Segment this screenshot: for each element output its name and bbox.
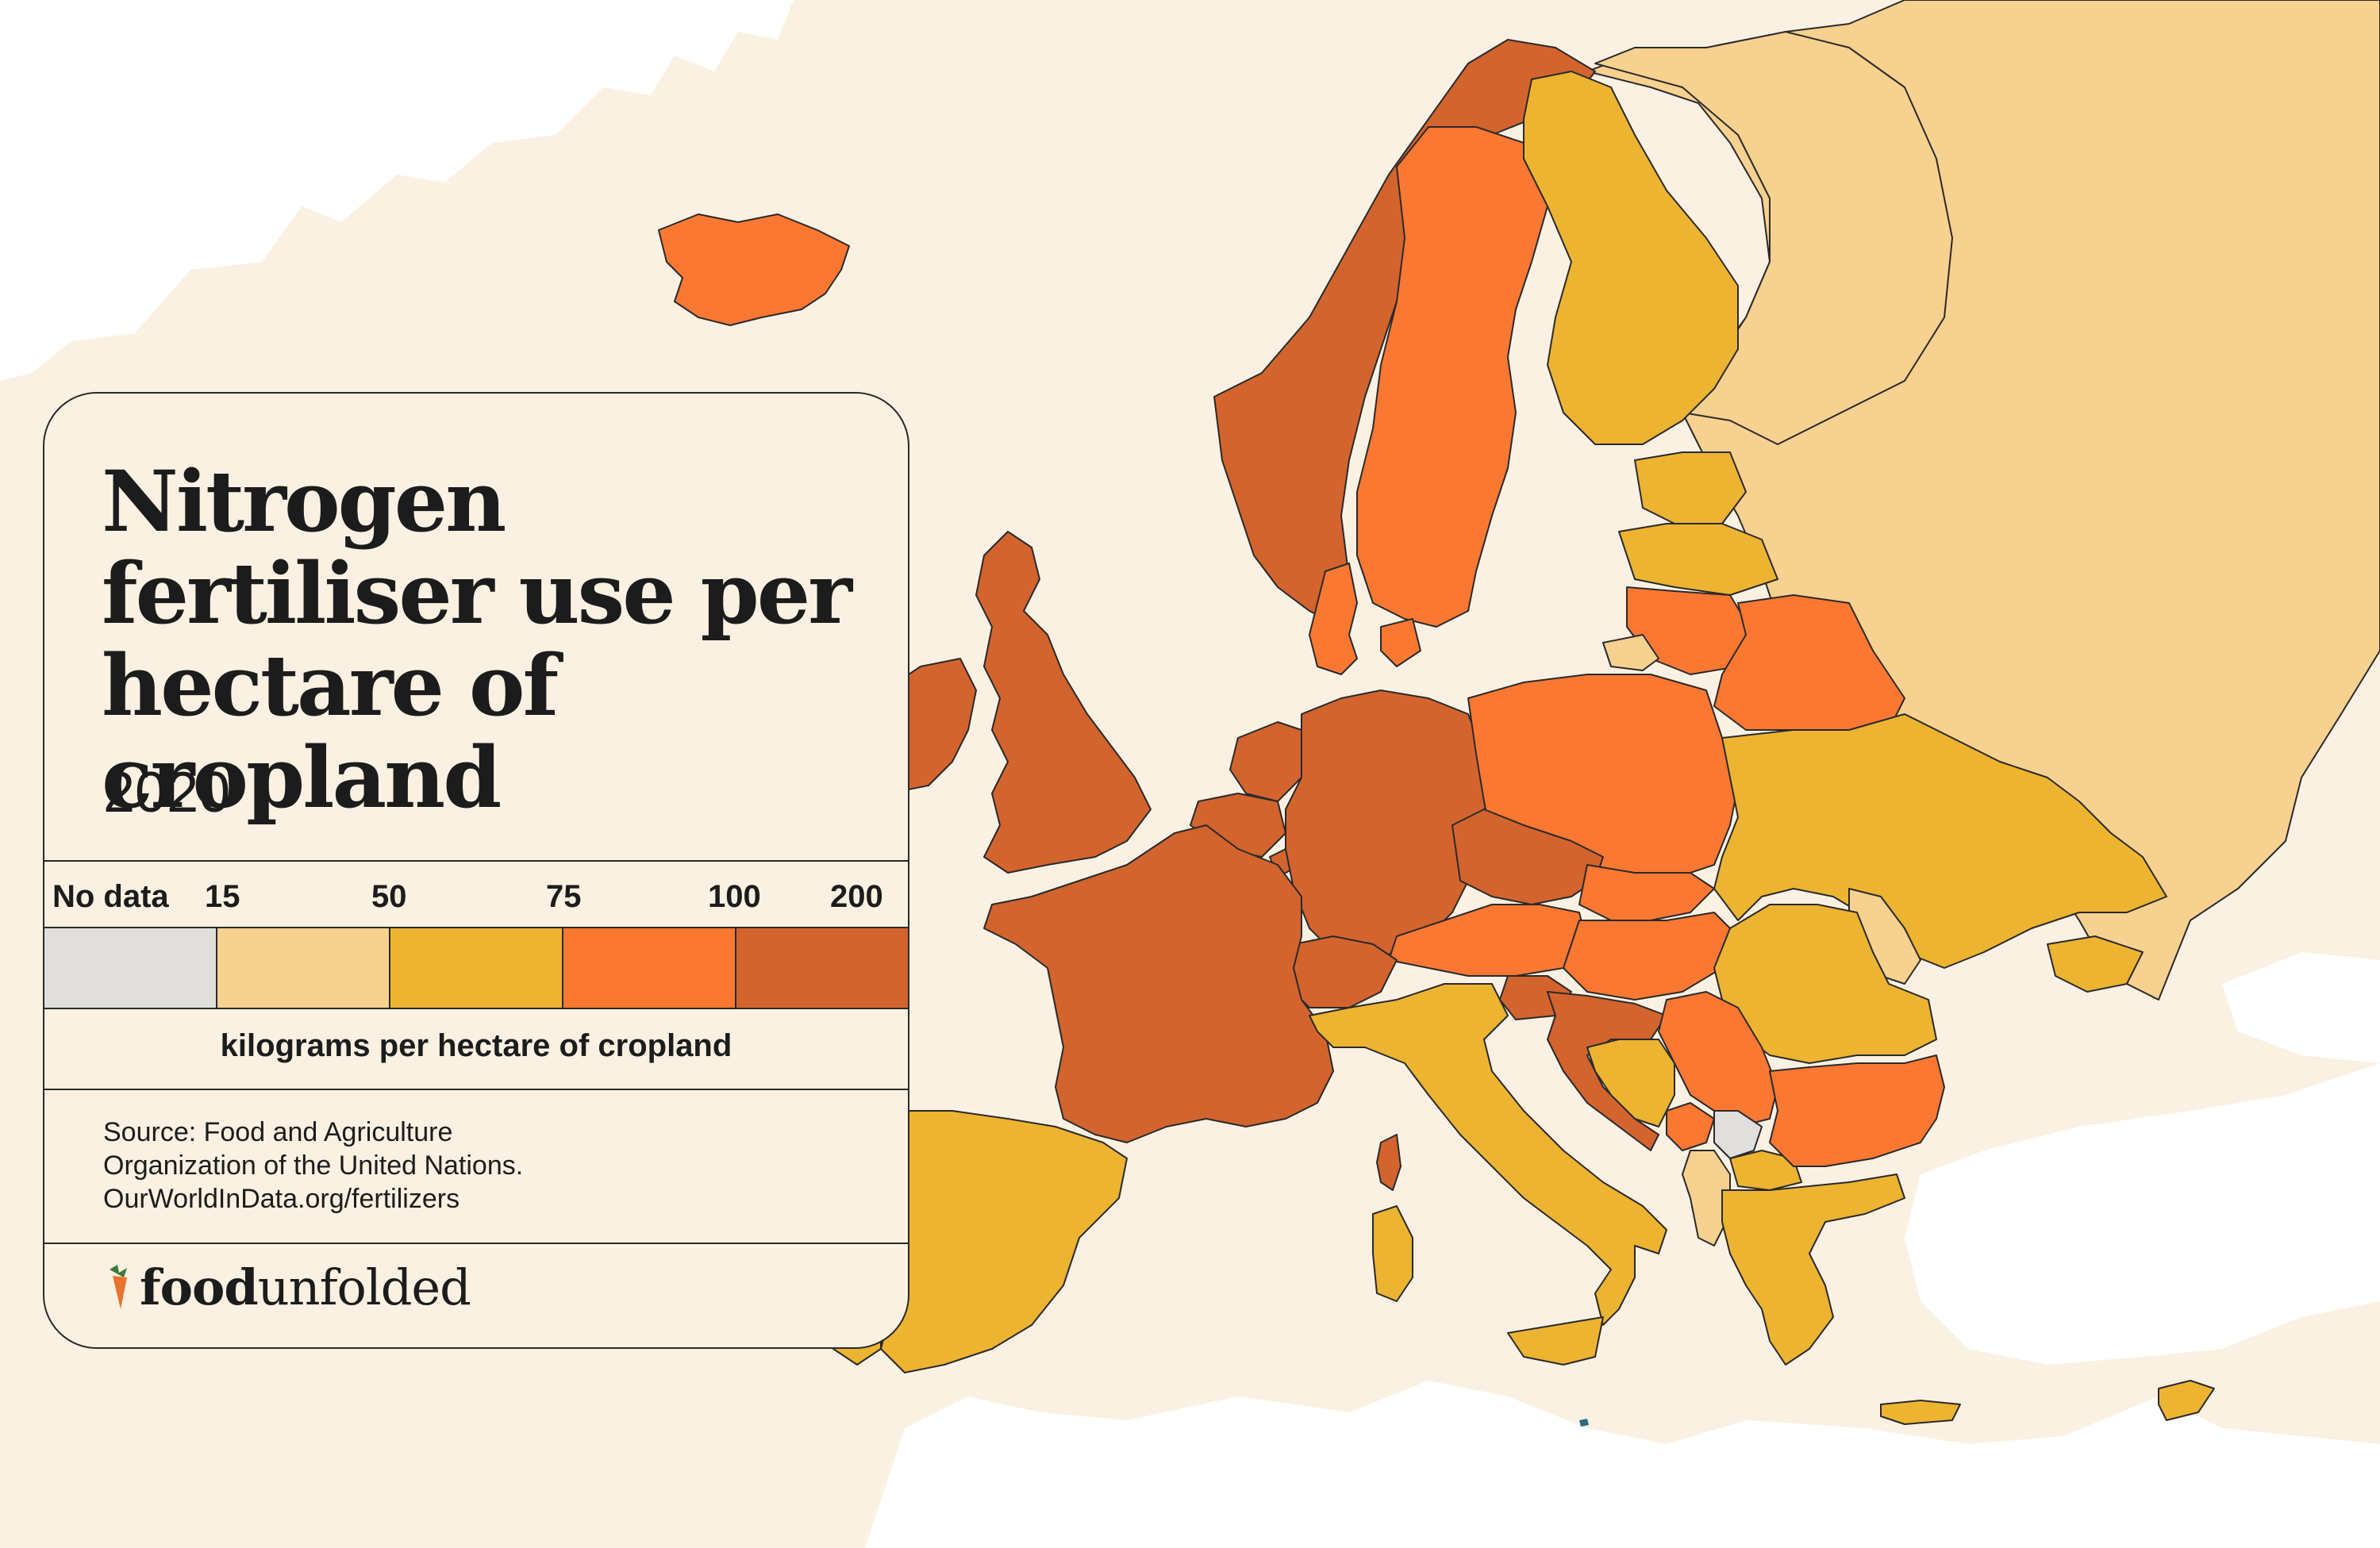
hungary [1563, 912, 1739, 1001]
greece [1721, 1173, 1905, 1366]
legend-tick-15: 15 [205, 879, 240, 914]
brand-name-light: unfolded [257, 1258, 471, 1316]
corsica [1376, 1134, 1401, 1191]
bulgaria [1769, 1054, 1945, 1167]
brand-logo: food unfolded [103, 1255, 471, 1319]
carrot-icon [110, 1265, 127, 1309]
source-note: Source: Food and Agriculture Organizatio… [103, 1116, 523, 1216]
crete [1880, 1400, 1961, 1425]
legend-tick-50: 50 [371, 879, 407, 914]
montenegro [1666, 1102, 1715, 1151]
map-title: Nitrogen fertiliser use per hectare of c… [102, 451, 852, 827]
legend-tick-200: 200 [830, 879, 883, 914]
crimea [2047, 935, 2144, 993]
legend-tick-75: 75 [546, 879, 582, 914]
italy [1309, 983, 1667, 1326]
legend-rule-swatch-bottom [44, 1008, 908, 1009]
north-africa-land [865, 1381, 2380, 1548]
legend-tick-100: 100 [708, 879, 761, 914]
kosovo [1713, 1110, 1763, 1159]
legend-rule-brand-top [44, 1243, 908, 1244]
slovakia [1578, 864, 1715, 921]
legend-swatch-100-200 [736, 928, 908, 1008]
legend-rule-swatch-top [44, 927, 908, 928]
turkey-land [1905, 1063, 2380, 1365]
united-kingdom [975, 531, 1152, 874]
legend-rule-source-top [44, 1089, 908, 1090]
denmark [1309, 563, 1358, 675]
iceland [658, 213, 850, 326]
brand-name-bold: food [140, 1258, 259, 1316]
latvia [1618, 523, 1778, 596]
legend-swatch-15-50 [217, 928, 390, 1008]
kaliningrad [1602, 634, 1659, 671]
legend-swatch-50-75 [390, 928, 563, 1008]
malta-marker [1579, 1419, 1589, 1427]
sardinia [1372, 1205, 1413, 1302]
legend-unit-label: kilograms per hectare of cropland [220, 1028, 732, 1063]
estonia [1634, 451, 1747, 524]
map-subtitle-year: 2020 [103, 761, 231, 824]
legend-swatch-75-100 [563, 928, 736, 1008]
albania [1682, 1150, 1731, 1246]
ukraine [1713, 713, 2167, 969]
source-line: OurWorldInData.org/fertilizers [103, 1184, 460, 1214]
netherlands [1229, 721, 1302, 802]
sicily [1507, 1316, 1604, 1366]
north-macedonia [1729, 1150, 1802, 1191]
legend-card: Nitrogen fertiliser use per hectare of c… [43, 392, 909, 1349]
caucasus-land [2222, 952, 2380, 1063]
finland [1523, 71, 1739, 445]
legend-rule-top [44, 860, 908, 862]
legend-tick-no-data: No data [52, 879, 169, 914]
cyprus [2158, 1380, 2215, 1421]
denmark-islands [1380, 618, 1421, 667]
russia-north [1594, 31, 1953, 445]
source-line: Organization of the United Nations. [103, 1150, 524, 1181]
france [983, 824, 1334, 1143]
greenland-land [0, 0, 794, 381]
source-line: Source: Food and Agriculture [103, 1117, 453, 1147]
legend-swatch-no-data [44, 928, 217, 1008]
